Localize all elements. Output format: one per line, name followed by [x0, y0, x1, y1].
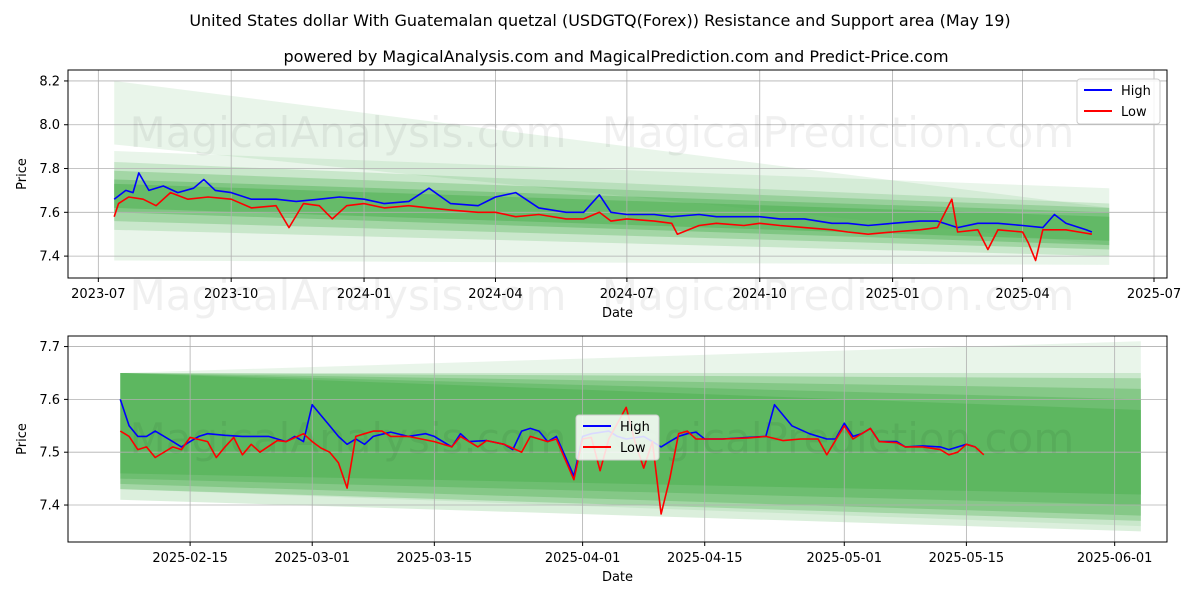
- bottom-y-tick-label: 7.7: [39, 340, 60, 355]
- bottom-legend: High Low: [575, 414, 660, 461]
- bottom-watermark: MagicalAnalysis.com: [130, 414, 567, 463]
- top-y-tick-label: 7.4: [39, 250, 60, 265]
- top-watermark-lower: MagicalAnalysis.com: [130, 271, 567, 320]
- bottom-x-tick-label: 2025-02-15: [152, 551, 228, 566]
- bottom-x-tick-label: 2025-06-01: [1077, 551, 1153, 566]
- top-legend: High Low: [1076, 78, 1161, 125]
- top-watermark: MagicalAnalysis.com: [130, 108, 567, 157]
- top-x-tick-label: 2025-01: [865, 287, 919, 302]
- top-y-tick-label: 8.2: [39, 74, 60, 89]
- bottom-x-tick-label: 2025-05-15: [929, 551, 1005, 566]
- chart-title: United States dollar With Guatemalan que…: [189, 11, 1010, 30]
- top-legend-high-label: High: [1121, 84, 1151, 99]
- bottom-x-tick-label: 2025-04-01: [545, 551, 621, 566]
- top-axes-frame: [67, 69, 1168, 279]
- bottom-series-low-line: [119, 406, 985, 515]
- top-x-tick-label: 2025-04: [995, 287, 1049, 302]
- bottom-x-tick-label: 2025-03-01: [274, 551, 350, 566]
- bottom-series-high-line: [119, 399, 976, 477]
- top-x-tick-label: 2023-10: [204, 287, 258, 302]
- bottom-x-tick-label: 2025-05-01: [806, 551, 882, 566]
- top-x-tick-label: 2024-07: [600, 287, 654, 302]
- top-x-tick-label: 2023-07: [71, 287, 125, 302]
- bottom-panel: MagicalAnalysis.com MagicalPrediction.com…: [15, 335, 1168, 585]
- top-x-tick-label: 2024-01: [337, 287, 391, 302]
- bottom-y-tick-label: 7.4: [39, 499, 60, 514]
- top-plot-area: [68, 70, 1167, 278]
- top-x-tick-label: 2024-10: [733, 287, 787, 302]
- bottom-y-tick-label: 7.5: [39, 446, 60, 461]
- top-y-tick-label: 7.6: [39, 206, 60, 221]
- top-watermark: MagicalPrediction.com: [602, 108, 1075, 157]
- bottom-legend-high-label: High: [620, 420, 650, 435]
- bottom-x-tick-label: 2025-04-15: [667, 551, 743, 566]
- top-series-high-line: [113, 172, 1093, 233]
- top-watermark-lower: MagicalPrediction.com: [602, 271, 1075, 320]
- top-panel: MagicalAnalysis.com MagicalPrediction.com…: [15, 69, 1181, 321]
- bottom-legend-low-label: Low: [620, 441, 646, 456]
- top-x-tick-label: 2024-04: [468, 287, 522, 302]
- top-series-low-line: [113, 191, 1093, 262]
- bottom-x-tick-label: 2025-03-15: [397, 551, 473, 566]
- top-y-tick-label: 7.8: [39, 162, 60, 177]
- top-x-axis-label: Date: [602, 306, 633, 321]
- top-y-axis-label: Price: [15, 158, 30, 190]
- bottom-x-axis-label: Date: [602, 570, 633, 585]
- bottom-y-tick-label: 7.6: [39, 393, 60, 408]
- top-resistance-support-band-0: [114, 80, 1110, 246]
- top-x-tick-label: 2025-07: [1127, 287, 1181, 302]
- top-legend-low-label: Low: [1121, 105, 1147, 120]
- chart-subtitle: powered by MagicalAnalysis.com and Magic…: [283, 47, 948, 66]
- bottom-y-axis-label: Price: [15, 423, 30, 455]
- bottom-watermark: MagicalPrediction.com: [602, 414, 1075, 463]
- bottom-axes-frame: [67, 335, 1168, 543]
- top-y-tick-label: 8.0: [39, 118, 60, 133]
